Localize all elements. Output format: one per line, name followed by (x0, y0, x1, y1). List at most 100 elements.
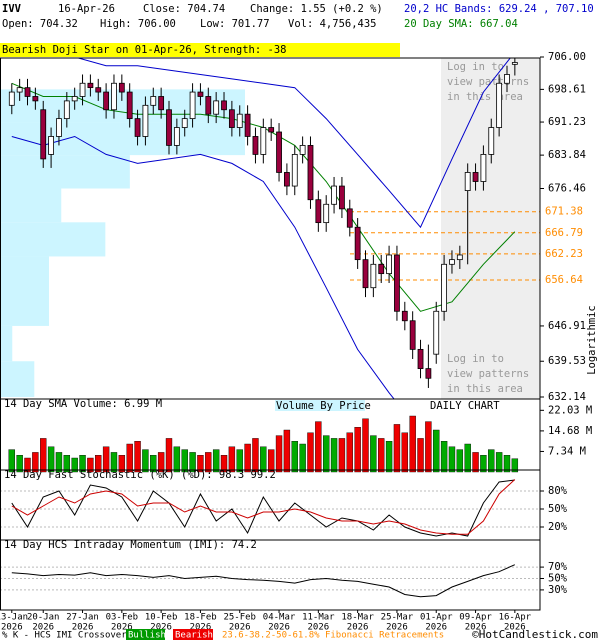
volume-bar (370, 435, 377, 473)
candle-body (346, 208, 353, 228)
period-label: DAILY CHART (430, 400, 500, 412)
candle-body (441, 263, 448, 312)
candle-body (134, 118, 141, 137)
x-tick-year: 2026 (504, 623, 526, 633)
candle-body (331, 185, 337, 205)
x-tick-label: 27-Jan (66, 613, 99, 623)
locked-note: in this area (447, 383, 523, 395)
volume-bar (283, 429, 291, 473)
candle-body (95, 87, 102, 93)
panel-title: 14 Day Fast Stochastic (%K) (%D): 98.3 9… (4, 469, 276, 481)
candle-body (189, 91, 196, 120)
x-tick-year: 2026 (425, 623, 447, 633)
candle-body (472, 172, 479, 182)
y-tick-label: 30% (548, 584, 568, 596)
candle-body (464, 172, 471, 192)
volume-bar (173, 446, 181, 473)
candle-body (181, 118, 188, 128)
x-tick-label: 09-Apr (459, 613, 492, 623)
x-tick-year: 2026 (111, 623, 133, 633)
candle-body (8, 91, 15, 106)
y-axis-label: Logarithmic (586, 305, 598, 375)
volume-bar (87, 457, 94, 473)
volume-bar (95, 455, 102, 473)
volume-bar (425, 421, 432, 473)
candle-body (197, 91, 204, 97)
volume-bar (299, 443, 306, 473)
volume-bar (291, 441, 298, 473)
x-tick-label: 11-Mar (302, 613, 335, 623)
volume-bar (417, 438, 424, 473)
y-tick-label: 50% (548, 573, 568, 585)
volume: Vol: 4,756,435 (288, 18, 377, 30)
candle-body (378, 263, 385, 275)
band-upper (76, 58, 511, 229)
x-tick-label: 10-Feb (145, 613, 178, 623)
volume-bar (150, 455, 157, 473)
fib-label: 662.23 (545, 248, 583, 260)
candle-body (118, 82, 125, 93)
volume-bar (197, 455, 204, 473)
x-tick-year: 2026 (150, 623, 172, 633)
pattern-title: Bearish Doji Star on 01-Apr-26, Strength… (2, 44, 286, 56)
x-tick-year: 2026 (268, 623, 290, 633)
indicator-line (11, 479, 516, 535)
candle-body (166, 109, 172, 146)
locked-note: Log in to (447, 353, 504, 365)
vbp-title: Volume By Price (276, 400, 371, 412)
change: Change: 1.55 (+0.2 %) (250, 3, 383, 15)
volume-bar (236, 449, 243, 473)
candle-body (111, 82, 117, 111)
x-tick-year: 2026 (229, 623, 251, 633)
sma-label: 20 Day SMA: 667.04 (404, 18, 518, 30)
volume-bar (267, 449, 275, 473)
locked-note: view patterns (447, 368, 529, 380)
x-tick-year: 2026 (465, 623, 487, 633)
volume-bar (220, 455, 228, 473)
volume-bar (118, 455, 126, 473)
volume-bar (511, 458, 519, 473)
volume-bar (440, 441, 448, 473)
candle-body (150, 96, 157, 106)
candle-body (480, 154, 487, 182)
x-tick-label: 16-Apr (499, 613, 532, 623)
candle-body (511, 62, 518, 65)
volume-bar (323, 435, 330, 473)
candle-body (307, 145, 314, 201)
candle-body (213, 100, 220, 115)
y-tick-label: 698.61 (548, 83, 586, 95)
candle-body (401, 310, 408, 322)
candle-body (370, 263, 377, 289)
x-tick-label: 25-Mar (381, 613, 414, 623)
y-tick-label: 683.84 (548, 149, 586, 161)
fib-label: 656.64 (545, 274, 583, 286)
volume-bar (260, 446, 267, 473)
candle-body (142, 104, 149, 137)
volume-bar (110, 452, 118, 473)
candle-body (394, 254, 400, 312)
candle-body (126, 91, 133, 120)
volume-bar (126, 443, 133, 473)
panel-title: 14 Day HCS Intraday Momentum (IMI): 74.2 (4, 539, 257, 551)
volume-bar (8, 449, 15, 473)
volume-bar (212, 449, 220, 473)
band-lower (11, 135, 395, 399)
candle-body (63, 100, 70, 120)
candle-body (103, 91, 110, 111)
volume-bar (315, 421, 322, 473)
symbol: IVV (2, 3, 22, 15)
candle-body (244, 113, 251, 137)
candle-body (456, 254, 463, 261)
candle-body (417, 348, 424, 370)
x-tick-label: 13-Jan (0, 613, 28, 623)
candle-body (260, 127, 267, 155)
open: Open: 704.32 (2, 18, 78, 30)
candle-body (48, 136, 54, 155)
volume-by-price-bar (0, 188, 62, 223)
candle-body (32, 96, 39, 102)
volume-bar (346, 432, 353, 473)
volume-bar (275, 435, 283, 473)
candle-body (276, 131, 282, 173)
locked-area (441, 58, 540, 399)
